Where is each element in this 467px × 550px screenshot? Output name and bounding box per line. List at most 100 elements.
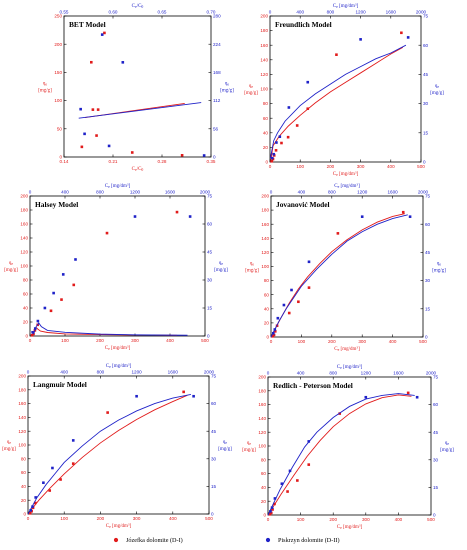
data-point [31,330,34,334]
y-right-tick-label: 30 [423,101,429,106]
data-point [364,395,368,399]
x-top-tick-label: 1200 [361,371,372,376]
data-point [268,513,272,516]
data-point [406,391,410,395]
data-point [297,300,300,304]
data-point [286,135,290,139]
data-point [271,508,274,511]
x-top-tick-label: 0 [270,190,273,195]
y-tick-label: 100 [20,264,28,269]
data-point [307,463,311,466]
y-tick-label: 80 [261,457,267,462]
x-tick-label: 300 [358,339,366,344]
y-right-tick-label: 75 [211,374,217,379]
data-point [401,210,405,214]
y-tick-label: 20 [264,321,270,326]
data-point [296,479,299,482]
y-tick-label: 160 [261,222,269,227]
y-tick-label: 180 [261,208,269,213]
y-right-tick-label: 280 [213,14,221,19]
y-right-tick-label: 30 [211,456,217,461]
data-point [272,152,276,156]
x-top-tick-label: 1600 [165,190,176,195]
x-axis-label: Ce [mg/dm3] [337,524,363,531]
x-tick-label: 300 [357,164,365,169]
data-point [287,106,291,109]
data-point [52,291,55,295]
y-right-axis-unit: [mg/g] [430,91,444,96]
x-top-tick-label: 800 [97,370,105,375]
x-tick-label: 500 [417,164,425,169]
y-tick-label: 150 [54,70,62,75]
y-tick-label: 20 [23,320,29,325]
y-tick-label: 20 [21,498,27,503]
y-right-tick-label: 30 [433,457,439,462]
data-point [105,231,109,235]
x-axis-label: Ce [mg/dm3] [333,171,359,178]
y-right-tick-label: 45 [207,250,213,255]
chart-title: Halsey Model [35,200,78,209]
fit-curve [267,393,415,516]
y-tick-label: 0 [266,335,269,340]
data-point [270,159,274,163]
data-point [282,303,286,307]
plot-frame [27,375,210,515]
y-tick-label: 100 [260,87,268,92]
y-tick-label: 40 [264,306,270,311]
y-tick-label: 250 [54,14,62,19]
y-right-tick-label: 15 [423,130,429,135]
x-top-tick-label: 1600 [387,190,398,195]
y-right-tick-label: 0 [433,513,436,518]
data-point [272,333,276,337]
x-top-tick-label: 1200 [355,10,366,15]
x-top-tick-label: 400 [297,371,305,376]
plot-frame [269,15,422,163]
y-right-tick-label: 45 [425,250,431,255]
data-point [31,505,34,508]
x-top-tick-label: 1200 [131,370,142,375]
chart-title: Redlich - Peterson Model [273,381,353,390]
legend-marker [265,537,271,543]
x-top-tick-label: 400 [296,10,304,15]
data-point [106,411,109,414]
y-right-axis-unit: [mg/g] [440,448,454,453]
data-point [29,509,33,512]
y-tick-label: 20 [263,145,269,150]
data-point [96,108,100,111]
y-right-tick-label: 0 [425,335,428,340]
y-tick-label: 40 [21,484,27,489]
x-top-tick-label: 0.55 [60,10,69,15]
y-tick-label: 0 [23,512,26,517]
data-point [307,440,311,443]
y-right-tick-label: 0 [423,160,426,165]
x-top-axis-label: Ce/C0 [132,4,144,9]
x-top-axis-label: Ce [mg/dm3] [106,363,132,370]
plot-frame [270,195,424,338]
y-right-tick-label: 56 [213,126,219,131]
y-tick-label: 40 [261,485,267,490]
y-tick-label: 140 [18,415,26,420]
x-tick-label: 400 [387,164,395,169]
data-point [90,60,93,64]
y-axis-label: qe [9,261,14,266]
data-point [34,496,37,499]
y-tick-label: 0 [59,155,62,160]
y-right-tick-label: 15 [211,484,217,489]
y-right-tick-label: 0 [207,334,210,339]
data-point [59,478,62,481]
data-point [192,394,195,398]
x-top-tick-label: 1200 [357,190,368,195]
data-point [175,210,179,214]
data-point [133,215,137,218]
x-tick-label: 300 [133,516,141,521]
x-tick-label: 200 [328,339,336,344]
chart-title: Jovanović Model [276,200,330,209]
x-tick-label: 0 [269,164,272,169]
y-right-axis-unit: [mg/g] [432,269,446,274]
x-tick-label: 100 [297,517,305,522]
y-axis-unit: [mg/g] [2,447,16,452]
data-point [28,512,32,515]
data-point [61,273,65,276]
